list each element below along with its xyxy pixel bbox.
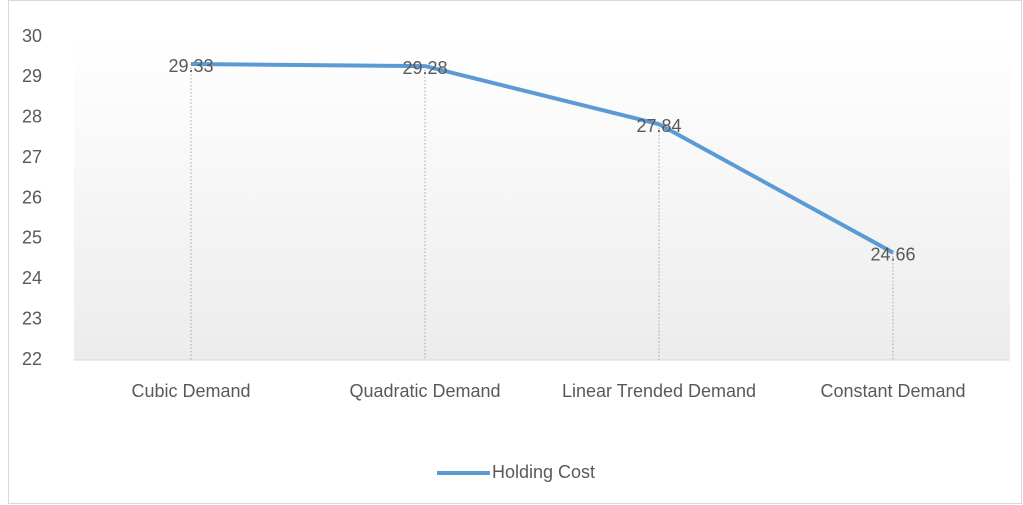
series-line — [190, 62, 894, 255]
y-tick-label: 30 — [22, 26, 42, 46]
y-tick-label: 25 — [22, 228, 42, 248]
x-tick-label: Cubic Demand — [131, 381, 251, 401]
chart-border — [8, 0, 1022, 504]
y-tick-label: 23 — [22, 308, 42, 328]
x-tick-label: Constant Demand — [820, 381, 966, 401]
data-label: 29.28 — [402, 58, 447, 78]
x-tick-label: Quadratic Demand — [349, 381, 501, 401]
y-tick-label: 27 — [22, 147, 42, 167]
data-label: 24.66 — [870, 244, 915, 264]
y-tick-label: 22 — [22, 349, 42, 369]
data-label: 27.84 — [636, 116, 681, 136]
y-tick-label: 29 — [22, 66, 42, 86]
plot-area — [74, 37, 1010, 360]
y-tick-label: 26 — [22, 187, 42, 207]
legend-label: Holding Cost — [492, 462, 595, 482]
x-tick-label: Linear Trended Demand — [561, 381, 757, 401]
data-label: 29.33 — [168, 56, 213, 76]
y-tick-label: 28 — [22, 107, 42, 127]
y-tick-label: 24 — [22, 268, 42, 288]
